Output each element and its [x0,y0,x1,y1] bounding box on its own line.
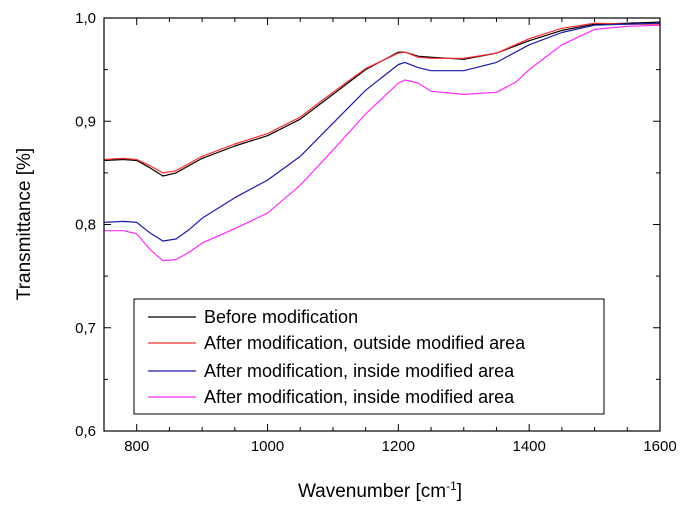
legend-item: Before modification [148,307,358,327]
y-tick-label: 0,6 [75,423,96,440]
legend: Before modification After modification, … [133,298,605,415]
x-axis-title-superscript: -1 [446,479,457,493]
series-line-4 [104,24,661,262]
x-axis-title-end: ] [457,481,462,502]
x-tick-label: 800 [124,438,149,455]
y-tick-label: 0,7 [75,320,96,337]
y-axis-title: Transmittance [%] [14,148,35,300]
x-axis-title-main: Wavenumber [cm [298,481,446,502]
series-line-3 [103,22,661,242]
legend-label: Before modification [204,307,358,327]
y-tick-label: 0,8 [75,217,96,234]
series-layer [103,21,661,262]
legend-label: After modification, outside modified are… [204,333,526,353]
series-line-2 [103,22,660,174]
x-tick-label: 1600 [643,438,676,455]
legend-label: After modification, inside modified area [204,361,515,381]
legend-label: After modification, inside modified area [204,387,515,407]
series-line-1 [103,21,661,177]
x-tick-label: 1000 [251,438,284,455]
y-tick-label: 1,0 [75,10,96,27]
legend-item: After modification, inside modified area [148,361,515,381]
legend-box [133,298,605,415]
x-tick-label: 1400 [512,438,545,455]
y-tick-label: 0,9 [75,113,96,130]
legend-item: After modification, inside modified area [148,387,515,407]
x-axis-title: Wavenumber [cm-1] [298,479,462,502]
x-tick-label: 1200 [382,438,415,455]
tick-label-layer: 800 1000 1200 1400 1600 0,6 0,7 0,8 0,9 1,0 [75,10,677,455]
legend-item: After modification, outside modified are… [148,333,526,353]
axes-layer [103,17,661,432]
